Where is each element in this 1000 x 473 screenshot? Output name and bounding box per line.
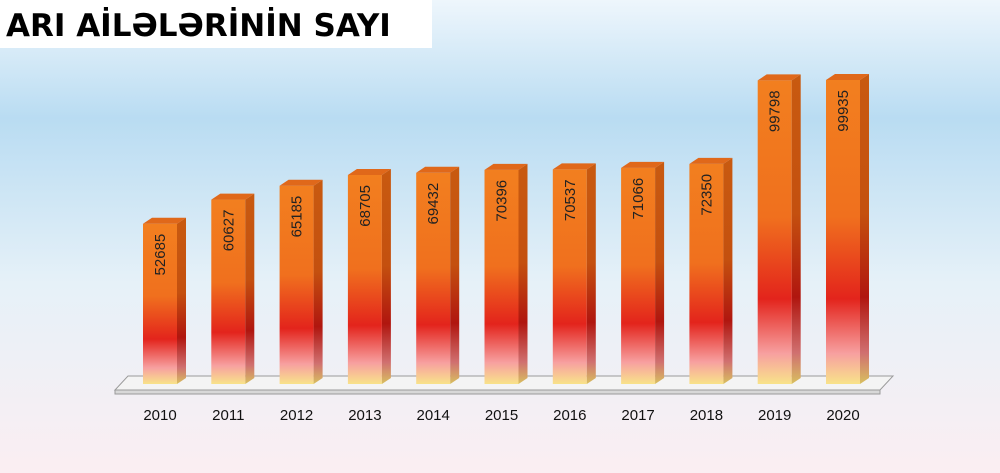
x-tick-label: 2015 bbox=[485, 407, 518, 424]
bar-side bbox=[450, 166, 460, 384]
bar-side bbox=[381, 169, 391, 384]
x-tick-label: 2012 bbox=[280, 407, 313, 424]
value-label: 71066 bbox=[630, 178, 647, 220]
bar-side bbox=[586, 163, 596, 384]
bar bbox=[143, 223, 177, 384]
bar bbox=[416, 172, 451, 384]
value-label: 52685 bbox=[152, 234, 169, 276]
bar-top bbox=[416, 166, 460, 173]
value-label: 68705 bbox=[357, 185, 374, 227]
bar-side bbox=[245, 193, 255, 384]
value-label: 99935 bbox=[835, 90, 852, 132]
bar bbox=[279, 185, 314, 384]
bar bbox=[211, 199, 246, 384]
bars: 52685 60627 65185 68705 69432 70396 70537 71066… bbox=[143, 74, 869, 384]
x-tick-label: 2010 bbox=[143, 407, 176, 424]
bar-side bbox=[860, 74, 869, 384]
floor-edge bbox=[114, 389, 881, 395]
value-label: 69432 bbox=[425, 183, 442, 225]
value-label: 70396 bbox=[493, 180, 510, 222]
bar-top bbox=[347, 169, 391, 176]
bar-top bbox=[143, 217, 186, 224]
value-label: 65185 bbox=[289, 196, 306, 238]
bar bbox=[552, 169, 587, 384]
value-label: 60627 bbox=[220, 210, 237, 252]
bar-top bbox=[279, 179, 323, 186]
bar bbox=[347, 175, 382, 384]
x-tick-label: 2020 bbox=[826, 407, 859, 424]
bar-top bbox=[757, 74, 801, 81]
x-tick-label: 2014 bbox=[417, 407, 450, 424]
chart-title: ARI AİLƏLƏRİNİN SAYI bbox=[6, 8, 391, 44]
bar-top bbox=[689, 157, 733, 164]
value-label: 99798 bbox=[767, 90, 784, 132]
bar-top bbox=[484, 163, 528, 170]
bar bbox=[826, 80, 860, 384]
x-tick-label: 2018 bbox=[690, 407, 723, 424]
bar-top bbox=[211, 193, 255, 200]
value-label: 70537 bbox=[562, 179, 579, 221]
bar-side bbox=[655, 161, 665, 384]
x-tick-label: 2011 bbox=[212, 407, 244, 424]
value-label: 72350 bbox=[698, 174, 715, 216]
bar bbox=[689, 163, 724, 384]
x-tick-label: 2016 bbox=[553, 407, 586, 424]
x-tick-label: 2017 bbox=[621, 407, 654, 424]
x-tick-label: 2013 bbox=[348, 407, 381, 424]
bar-side bbox=[791, 74, 801, 384]
bar-side bbox=[313, 179, 323, 384]
bar-side bbox=[177, 217, 186, 384]
bar-side bbox=[723, 157, 733, 384]
bar-top bbox=[621, 161, 665, 168]
bar bbox=[757, 80, 792, 384]
bar-top bbox=[826, 74, 869, 80]
x-tick-label: 2019 bbox=[758, 407, 791, 424]
bar bbox=[484, 169, 519, 384]
bar bbox=[621, 167, 656, 384]
bar-side bbox=[518, 163, 528, 384]
title-box bbox=[0, 0, 432, 48]
bar-top bbox=[552, 163, 596, 170]
